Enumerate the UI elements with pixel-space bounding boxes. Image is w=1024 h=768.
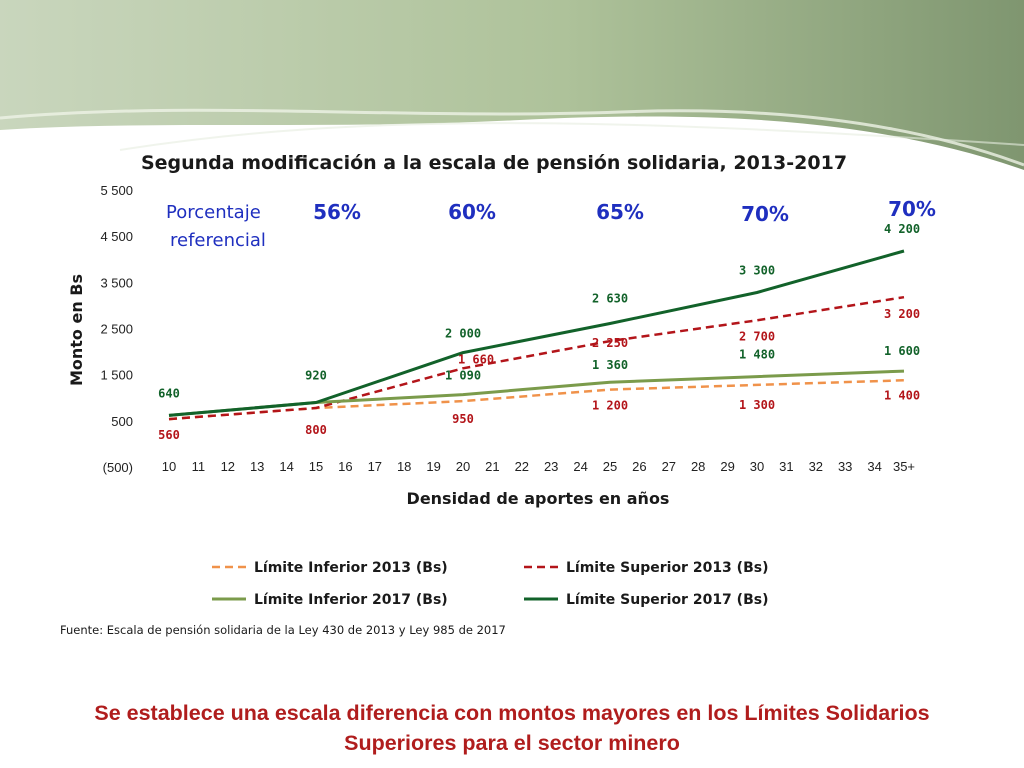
conclusion-text: Se establece una escala diferencia con m… xyxy=(40,698,984,758)
legend: Límite Inferior 2013 (Bs) Límite Superior… xyxy=(212,560,768,608)
data-label: 4 200 xyxy=(884,222,920,236)
y-tick-label: 2 500 xyxy=(100,322,133,337)
data-label: 2 000 xyxy=(445,327,481,341)
series-line xyxy=(168,379,905,421)
data-label: 640 xyxy=(158,386,180,400)
conclusion-line-1: Se establece una escala diferencia con m… xyxy=(94,701,930,725)
legend-label: Límite Inferior 2013 (Bs) xyxy=(254,560,448,576)
reference-percentage: 60% xyxy=(448,200,496,224)
x-tick-label: 10 xyxy=(162,459,176,474)
x-tick-label: 30 xyxy=(750,459,764,474)
data-label: 2 700 xyxy=(739,329,775,343)
x-tick-label: 14 xyxy=(279,459,293,474)
x-tick-label: 17 xyxy=(368,459,382,474)
x-tick-label: 33 xyxy=(838,459,852,474)
source-note: Fuente: Escala de pensión solidaria de l… xyxy=(60,623,506,637)
data-label: 1 660 xyxy=(458,352,494,366)
x-tick-label: 19 xyxy=(426,459,440,474)
x-tick-label: 13 xyxy=(250,459,264,474)
legend-label: Límite Inferior 2017 (Bs) xyxy=(254,592,448,608)
x-tick-label: 16 xyxy=(338,459,352,474)
data-label: 1 360 xyxy=(592,358,628,372)
y-tick-label: 5 500 xyxy=(100,183,133,198)
reference-percentage: 70% xyxy=(741,202,789,226)
y-tick-label: 1 500 xyxy=(100,368,133,383)
y-axis-title: Monto en Bs xyxy=(67,274,86,386)
legend-label: Límite Superior 2017 (Bs) xyxy=(566,592,768,608)
data-label: 1 200 xyxy=(592,399,628,413)
x-tick-label: 26 xyxy=(632,459,646,474)
series-line xyxy=(168,249,905,417)
reference-label-line1: Porcentaje xyxy=(166,202,261,223)
data-label: 3 300 xyxy=(739,264,775,278)
data-label: 800 xyxy=(305,423,327,437)
data-label: 920 xyxy=(305,368,327,382)
x-tick-label: 35+ xyxy=(893,459,915,474)
x-tick-label: 28 xyxy=(691,459,705,474)
x-tick-label: 20 xyxy=(456,459,470,474)
x-tick-label: 12 xyxy=(221,459,235,474)
data-label: 1 600 xyxy=(884,344,920,358)
data-label: 2 630 xyxy=(592,291,628,305)
reference-percentage: 65% xyxy=(596,200,644,224)
x-tick-label: 18 xyxy=(397,459,411,474)
x-tick-label: 24 xyxy=(573,459,587,474)
x-tick-label: 25 xyxy=(603,459,617,474)
x-tick-label: 23 xyxy=(544,459,558,474)
data-label: 1 480 xyxy=(739,348,775,362)
series-line xyxy=(168,295,905,421)
reference-percentages: 56% 60% 65% 70% 70% xyxy=(313,197,936,226)
data-label: 950 xyxy=(452,412,474,426)
decorative-banner xyxy=(0,0,1024,170)
x-tick-label: 31 xyxy=(779,459,793,474)
y-axis-ticks: (500) 500 1 500 2 500 3 500 4 500 5 500 xyxy=(100,183,133,475)
reference-percentage: 56% xyxy=(313,200,361,224)
data-label: 1 090 xyxy=(445,369,481,383)
legend-label: Límite Superior 2013 (Bs) xyxy=(566,560,768,576)
y-tick-label: 500 xyxy=(111,414,133,429)
x-tick-label: 27 xyxy=(662,459,676,474)
y-tick-label: 4 500 xyxy=(100,229,133,244)
data-label: 1 300 xyxy=(739,398,775,412)
data-labels: 640 560 920 800 2 000 1 660 1 090 950 2 630 2 250… xyxy=(158,222,920,442)
reference-label-line2: referencial xyxy=(170,230,266,251)
x-tick-label: 34 xyxy=(867,459,881,474)
data-label: 560 xyxy=(158,428,180,442)
x-tick-label: 29 xyxy=(720,459,734,474)
data-label: 3 200 xyxy=(884,307,920,321)
x-tick-label: 11 xyxy=(192,459,206,474)
x-tick-label: 15 xyxy=(309,459,323,474)
x-tick-label: 32 xyxy=(809,459,823,474)
y-tick-label: (500) xyxy=(103,460,133,475)
reference-percentage: 70% xyxy=(888,197,936,221)
data-label: 2 250 xyxy=(592,336,628,350)
x-axis-ticks: 10 11 12 13 14 15 16 17 18 19 20 21 22 23 24 25 26 27 28 29… xyxy=(162,459,915,474)
x-axis-title: Densidad de aportes en años xyxy=(407,489,670,508)
x-tick-label: 22 xyxy=(515,459,529,474)
series-line xyxy=(168,369,905,417)
chart-title: Segunda modificación a la escala de pens… xyxy=(141,152,847,174)
data-label: 1 400 xyxy=(884,388,920,402)
x-tick-label: 21 xyxy=(485,459,499,474)
conclusion-line-2: Superiores para el sector minero xyxy=(344,731,680,755)
series-lines xyxy=(168,249,905,421)
y-tick-label: 3 500 xyxy=(100,275,133,290)
